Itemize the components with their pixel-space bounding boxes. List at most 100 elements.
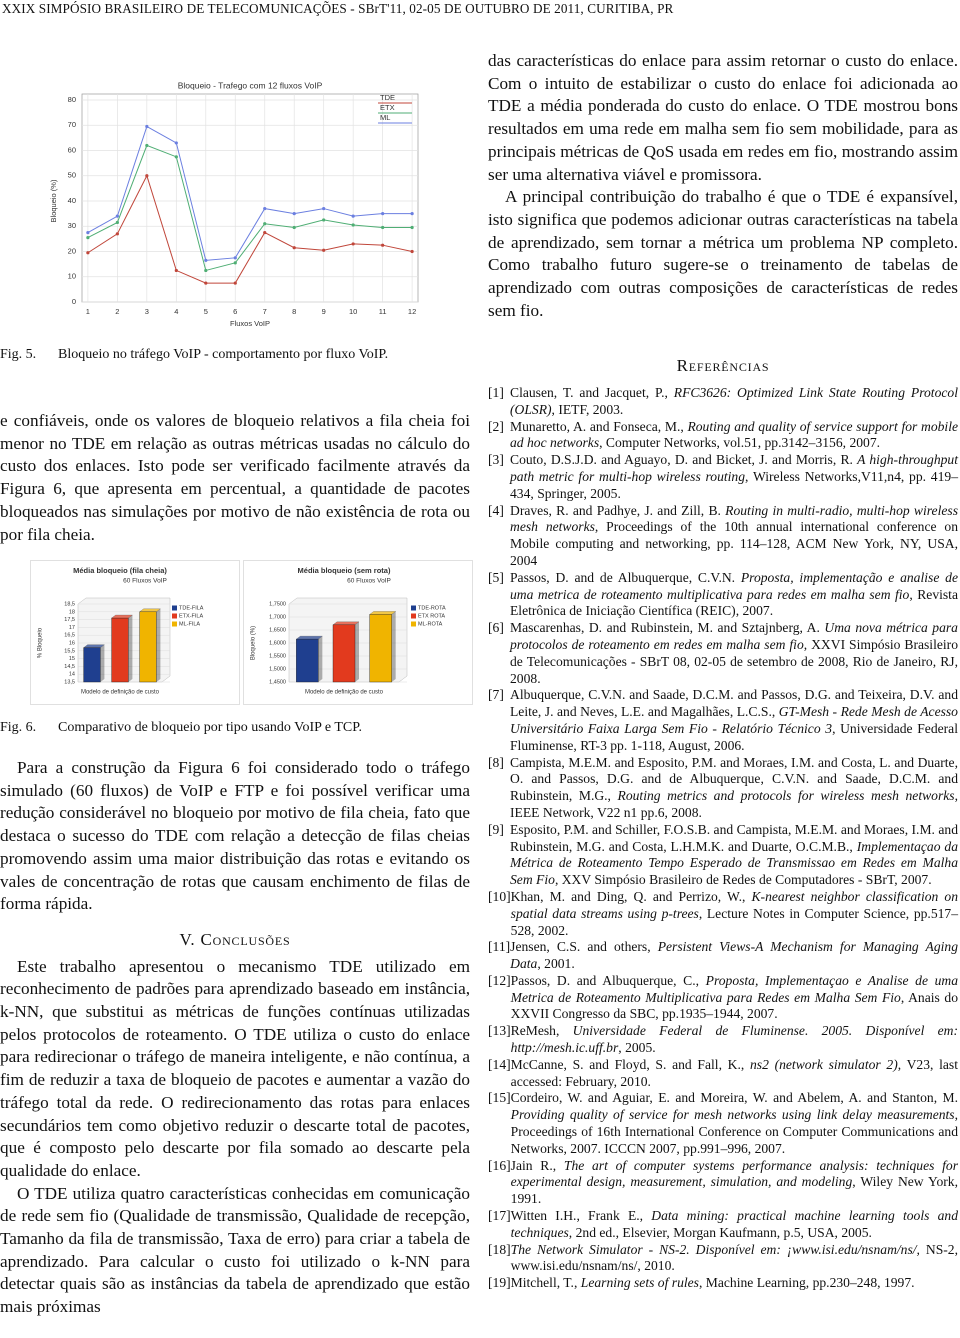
data-point (292, 246, 296, 250)
reference-italic: ns2 (network simulator 2) (749, 1056, 898, 1072)
y-tick-label: 1,5000 (269, 666, 286, 672)
reference-num: [4] (488, 502, 504, 518)
bar (332, 624, 356, 683)
reference-italic: Proposta, Implementaçao e Analise de uma… (510, 972, 958, 1005)
series-line (87, 144, 413, 272)
legend-label: ETX-FILA (179, 613, 203, 619)
reference-after: , XXVI Simpósio Brasileiro de Telecomuni… (510, 636, 958, 686)
x-tick-label: 9 (322, 307, 326, 316)
y-tick-label: 15 (69, 656, 75, 662)
legend-swatch (172, 613, 177, 619)
reference-after: , Proceedings of 16th International Conf… (510, 1107, 958, 1156)
y-tick-label: 17 (69, 625, 75, 631)
legend-label: TDE (380, 93, 395, 102)
reference: [9] Esposito, P.M. and Schiller, F.O.S.B.… (488, 822, 958, 889)
y-tick-label: 1,6000 (269, 640, 286, 646)
y-tick-label: 30 (68, 221, 76, 230)
y-axis-label: % Bloqueio (38, 627, 44, 658)
reference-text: Passos, D. and Albuquerque, C., Proposta… (511, 973, 958, 1023)
data-point (115, 214, 119, 218)
figure-label: Fig. 6. (0, 720, 37, 735)
bar-side (128, 615, 133, 682)
y-tick-label: 18 (69, 609, 75, 615)
bar-top (369, 611, 397, 615)
y-axis-label: Bloqueio (%) (49, 179, 58, 222)
reference: [12] Passos, D. and Albuquerque, C., Prop… (488, 973, 958, 1023)
reference-italic: RFC3626: Optimized Link State Routing Pr… (510, 385, 958, 417)
reference-italic: Proposta, implementação e analise de uma… (510, 569, 958, 602)
reference-num: [14] (488, 1056, 511, 1072)
running-header: XXIX SIMPÓSIO BRASILEIRO DE TELECOMUNICA… (2, 1, 674, 16)
reference-before: Munaretto, A. and Fonseca, M., (510, 418, 688, 434)
x-tick-label: 5 (204, 307, 208, 316)
paragraph: Este trabalho apresentou o mecanismo TDE… (0, 956, 470, 1180)
data-point (145, 174, 149, 178)
data-point (381, 212, 385, 216)
reference-after: , 2001. (537, 956, 575, 972)
legend-label: ML-FILA (179, 621, 200, 627)
y-tick-label: 14,5 (64, 664, 75, 670)
reference-before: Passos, D. and de Albuquerque, C.V.N. (510, 569, 741, 585)
figure-caption: Fig. 6. Comparativo de bloqueio por tipo … (0, 720, 362, 736)
reference-after: , Wireless Networks,V11,n4, pp. 419–434,… (510, 468, 958, 501)
right-text: das características do enlace para assim… (488, 50, 958, 322)
reference: [6] Mascarenhas, D. and Rubinstein, M. an… (488, 620, 958, 687)
data-point (115, 220, 119, 225)
reference-italic: The art of computer systems performance … (510, 1157, 958, 1190)
y-axis-label: Bloqueio (%) (251, 626, 257, 660)
legend-swatch (172, 605, 177, 611)
reference-text: Albuquerque, C.V.N. and Saade, D.C.M. an… (510, 687, 958, 754)
section-heading: Referências (676, 356, 770, 375)
paragraph: das características do enlace para assim… (488, 51, 958, 184)
legend-swatch (411, 613, 416, 619)
reference-italic: Routing metrics and protocols for wirele… (617, 788, 955, 804)
reference: [10] Khan, M. and Ding, Q. and Perrizo, W… (488, 889, 958, 939)
caption-text: Bloqueio no tráfego VoIP - comportamento… (58, 347, 389, 362)
x-tick-label: 2 (115, 307, 119, 316)
reference-before: Esposito, P.M. and Schiller, F.O.S.B. an… (510, 821, 958, 854)
reference-after: , Proceedings of the 10th annual interna… (510, 519, 959, 568)
reference-before: Mascarenhas, D. and Rubinstein, M. and S… (510, 620, 825, 636)
data-point (204, 258, 208, 262)
data-point (410, 225, 414, 230)
data-point (381, 225, 385, 230)
chart-subtitle: 60 Fluxos VoIP (123, 578, 167, 585)
legend-label: ML (380, 113, 390, 122)
y-tick-label: 15,5 (64, 648, 75, 654)
reference-text: Jensen, C.S. and others, Persistent View… (510, 939, 958, 973)
x-tick-label: 3 (145, 307, 149, 316)
data-point (233, 256, 237, 260)
reference-italic: A high-throughput path metric for multi-… (510, 452, 958, 484)
reference-num: [18] (488, 1241, 511, 1257)
reference-after: , V23, last accessed: February, 2010. (510, 1056, 958, 1089)
data-point (174, 141, 178, 145)
data-point (263, 222, 267, 226)
x-axis-label: Modelo de definição de custo (305, 690, 384, 696)
reference-before: Draves, R. and Padhye, J. and Zill, B. (510, 502, 726, 518)
bar-chart: Média bloqueio (sem rota) 60 Fluxos VoIP 1… (243, 560, 473, 705)
bar-side (156, 608, 161, 682)
paragraph: Para a construção da Figura 6 foi consid… (0, 758, 470, 914)
bar (83, 647, 101, 683)
data-point (322, 248, 326, 252)
reference-after: , 2nd ed., Elsevier, Morgan Kaufmann, p.… (568, 1224, 872, 1240)
reference-num: [1] (488, 385, 504, 400)
reference-list: [1] Clausen, T. and Jacquet, P., RFC3626:… (488, 385, 958, 1292)
bar-top (295, 635, 323, 640)
reference-after: , XXV Simpósio Brasileiro de Redes de Co… (554, 872, 932, 888)
reference: [15] Cordeiro, W. and Aguiar, E. and More… (488, 1090, 958, 1157)
chart-subtitle: 60 Fluxos VoIP (347, 578, 391, 585)
reference: [7] Albuquerque, C.V.N. and Saade, D.C.M.… (488, 687, 958, 754)
reference-after: NS-2, www.isi.edu/nsnam/ns/, 2010. (510, 1241, 958, 1274)
reference-before: Jain R., (510, 1157, 564, 1173)
data-point (86, 230, 90, 235)
legend-swatch (172, 621, 177, 627)
x-axis-label: Modelo de definição de custo (81, 690, 160, 696)
data-point (204, 268, 208, 273)
bar-side (100, 644, 105, 682)
reference-before: Mitchell, T., (510, 1275, 581, 1291)
reference-num: [11] (488, 939, 511, 955)
bar (111, 617, 129, 683)
bar-top (111, 614, 133, 619)
reference-after: , IETF, 2003. (551, 401, 624, 417)
